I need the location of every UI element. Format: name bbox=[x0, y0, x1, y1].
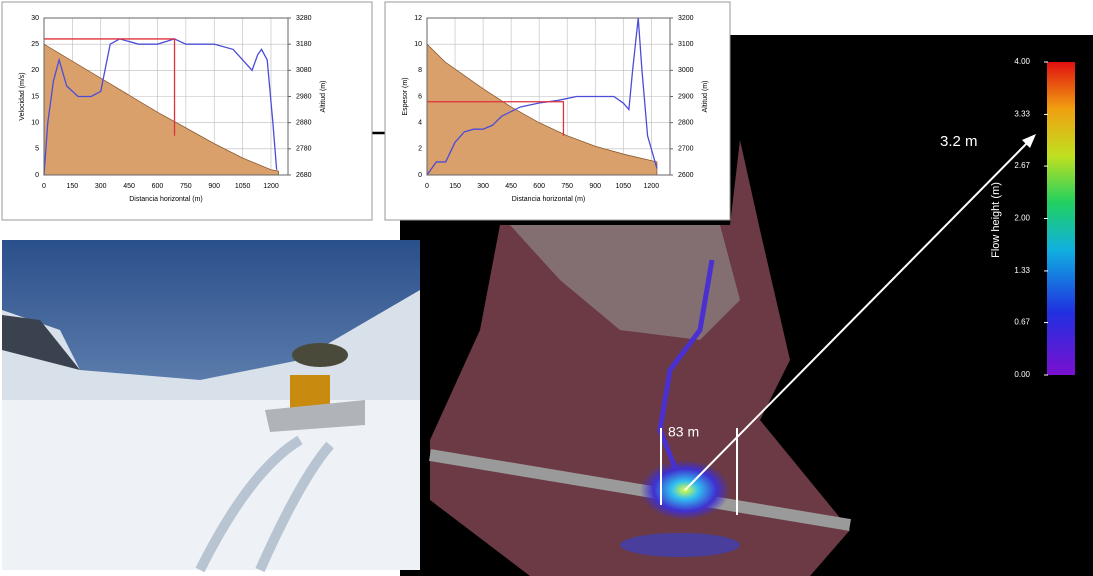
x-tick-label: 1200 bbox=[263, 183, 279, 190]
x-axis-title: Distancia horizontal (m) bbox=[129, 196, 203, 203]
colorbar-scale bbox=[1047, 62, 1075, 375]
y2-tick-label: 2780 bbox=[296, 146, 312, 153]
photo bbox=[2, 240, 420, 570]
x-axis-title: Distancia horizontal (m) bbox=[512, 196, 586, 203]
y2-tick-label: 3180 bbox=[296, 41, 312, 48]
chart: 0 5 10 15 20 25 30 2680 2780 2880 2980 3080 3180 3280… bbox=[2, 2, 372, 220]
y-tick-label: 0 bbox=[418, 172, 422, 179]
y2-tick-label: 3280 bbox=[296, 15, 312, 22]
x-tick-label: 1200 bbox=[644, 183, 660, 190]
y-tick-label: 5 bbox=[35, 146, 39, 153]
y-tick-label: 30 bbox=[31, 15, 39, 22]
y-tick-label: 20 bbox=[31, 67, 39, 74]
y-tick-label: 2 bbox=[418, 146, 422, 153]
x-tick-label: 750 bbox=[180, 183, 192, 190]
x-tick-label: 900 bbox=[208, 183, 220, 190]
y-tick-label: 25 bbox=[31, 41, 39, 48]
figure: 83 m 3.2 m 4.00 3.33 2.67 2.00 1.33 0.67 0.00 F… bbox=[0, 0, 1093, 576]
y-tick-label: 12 bbox=[414, 15, 422, 22]
colorbar-tick-label: 2.67 bbox=[1014, 161, 1030, 170]
y2-tick-label: 3100 bbox=[678, 41, 694, 48]
y-tick-label: 6 bbox=[418, 93, 422, 100]
colorbar-tick-label: 3.33 bbox=[1014, 110, 1030, 119]
y2-tick-label: 2880 bbox=[296, 120, 312, 127]
y2-tick-label: 2800 bbox=[678, 120, 694, 127]
y2-tick-label: 2900 bbox=[678, 93, 694, 100]
colorbar-tick-label: 4.00 bbox=[1014, 57, 1030, 66]
y2-axis-title: Altitud (m) bbox=[702, 81, 709, 113]
x-tick-label: 900 bbox=[589, 183, 601, 190]
y2-tick-label: 2600 bbox=[678, 172, 694, 179]
y-tick-label: 4 bbox=[418, 120, 422, 127]
x-tick-label: 1050 bbox=[235, 183, 251, 190]
colorbar-tick-label: 2.00 bbox=[1014, 214, 1030, 223]
y2-tick-label: 2980 bbox=[296, 93, 312, 100]
x-tick-label: 600 bbox=[533, 183, 545, 190]
canvas: 83 m 3.2 m 4.00 3.33 2.67 2.00 1.33 0.67 0.00 F… bbox=[0, 0, 1093, 576]
y2-tick-label: 2680 bbox=[296, 172, 312, 179]
x-tick-label: 1050 bbox=[615, 183, 631, 190]
y-axis-title: Velocidad (m/s) bbox=[19, 72, 26, 120]
colorbar-tick-label: 1.33 bbox=[1014, 266, 1030, 275]
colorbar-tick-label: 0.67 bbox=[1014, 318, 1030, 327]
x-tick-label: 150 bbox=[449, 183, 461, 190]
y2-tick-label: 3080 bbox=[296, 67, 312, 74]
height-annotation: 3.2 m bbox=[940, 133, 978, 150]
y2-tick-label: 2700 bbox=[678, 146, 694, 153]
colorbar-title: Flow height (m) bbox=[990, 182, 1002, 258]
y-axis-title: Espesor (m) bbox=[402, 77, 409, 115]
x-tick-label: 450 bbox=[123, 183, 135, 190]
y-tick-label: 0 bbox=[35, 172, 39, 179]
y-tick-label: 10 bbox=[31, 120, 39, 127]
x-tick-label: 0 bbox=[425, 183, 429, 190]
x-tick-label: 300 bbox=[477, 183, 489, 190]
y-tick-label: 15 bbox=[31, 93, 39, 100]
x-tick-label: 300 bbox=[95, 183, 107, 190]
x-tick-label: 150 bbox=[67, 183, 79, 190]
x-tick-label: 750 bbox=[561, 183, 573, 190]
colorbar-tick-label: 0.00 bbox=[1014, 370, 1030, 379]
x-tick-label: 450 bbox=[505, 183, 517, 190]
y2-tick-label: 3000 bbox=[678, 67, 694, 74]
x-tick-label: 0 bbox=[42, 183, 46, 190]
width-annotation: 83 m bbox=[668, 424, 699, 440]
y-tick-label: 10 bbox=[414, 41, 422, 48]
chart: 0 2 4 6 8 10 12 2600 2700 2800 2900 3000 3100 3200 0 15… bbox=[385, 2, 730, 220]
x-tick-label: 600 bbox=[152, 183, 164, 190]
y-tick-label: 8 bbox=[418, 67, 422, 74]
y2-tick-label: 3200 bbox=[678, 15, 694, 22]
y2-axis-title: Altitud (m) bbox=[320, 81, 327, 113]
